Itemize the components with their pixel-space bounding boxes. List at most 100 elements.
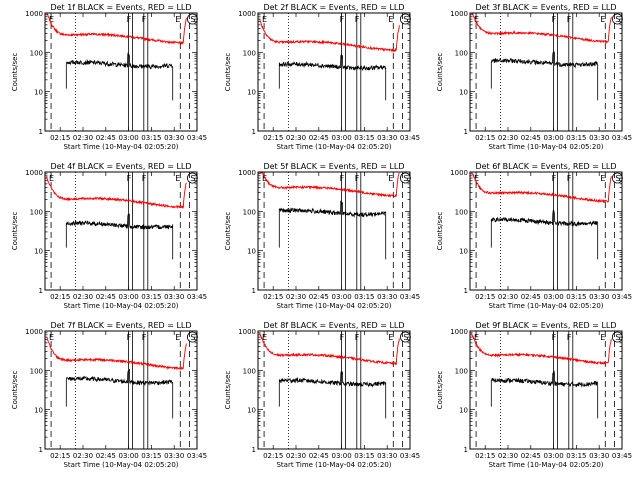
marker-label: F <box>127 174 132 183</box>
y-tick-label: 1 <box>252 446 256 454</box>
plot-frame <box>44 330 198 450</box>
marker-label: F <box>142 333 147 342</box>
marker-label: E <box>175 174 180 183</box>
x-tick-label: 02:30 <box>286 134 306 142</box>
series-events-line <box>65 368 174 419</box>
x-tick-label: 02:15 <box>50 293 70 301</box>
x-tick-label: 02:15 <box>263 452 283 460</box>
x-tick-label: 03:15 <box>141 293 161 301</box>
marker-circle <box>399 331 411 343</box>
x-tick-label: 02:45 <box>309 134 329 142</box>
y-axis-label: Counts/sec <box>11 53 19 92</box>
marker-circle <box>612 331 623 343</box>
x-tick-label: 02:45 <box>96 134 116 142</box>
x-tick-label: 03:00 <box>332 452 352 460</box>
y-tick-label: 1000 <box>25 169 43 177</box>
y-axis-label: Counts/sec <box>224 212 232 251</box>
panel-title: Det 3f BLACK = Events, RED = LLD <box>475 3 616 12</box>
y-tick-label: 1 <box>464 446 468 454</box>
y-tick-label: 1 <box>464 287 468 295</box>
marker-label: F <box>567 174 572 183</box>
x-tick-label: 02:45 <box>521 452 541 460</box>
plot-frame <box>469 330 623 450</box>
x-tick-label: 02:30 <box>498 452 518 460</box>
x-axis-label: Start Time (10-May-04 02:05:20) <box>63 143 178 151</box>
marker-label: E <box>388 15 393 24</box>
y-tick-label: 1 <box>252 128 256 136</box>
y-tick-label: 1 <box>39 128 43 136</box>
series-events-line <box>65 52 174 101</box>
series-lld-line <box>46 13 187 46</box>
series-events-line <box>278 371 387 419</box>
x-tick-label: 03:45 <box>187 293 207 301</box>
x-tick-label: 02:30 <box>498 293 518 301</box>
marker-label: E <box>49 15 54 24</box>
series-events-line <box>490 209 599 260</box>
x-axis-label: Start Time (10-May-04 02:05:20) <box>488 302 603 310</box>
marker-label: F <box>142 15 147 24</box>
marker-label: S <box>403 333 408 342</box>
x-tick-label: 02:30 <box>286 293 306 301</box>
panel-det-1: Det 1f BLACK = Events, RED = LLD 1 10 100 10… <box>11 3 207 151</box>
panel-title: Det 4f BLACK = Events, RED = LLD <box>50 162 191 171</box>
marker-label: F <box>355 15 360 24</box>
x-tick-label: 03:15 <box>141 134 161 142</box>
x-tick-label: 03:00 <box>119 293 139 301</box>
x-tick-label: 03:00 <box>544 452 564 460</box>
marker-label: S <box>190 174 195 183</box>
x-tick-label: 03:15 <box>566 452 586 460</box>
marker-label: S <box>615 15 620 24</box>
series-lld-line <box>259 172 400 199</box>
marker-label: E <box>600 174 605 183</box>
panel-det-8: Det 8f BLACK = Events, RED = LLD 1 10 100 10… <box>224 321 420 469</box>
x-tick-label: 03:45 <box>612 452 632 460</box>
y-tick-label: 1000 <box>450 328 468 336</box>
x-tick-label: 03:00 <box>544 134 564 142</box>
y-tick-label: 100 <box>30 208 43 216</box>
x-tick-label: 03:15 <box>566 134 586 142</box>
x-tick-label: 03:00 <box>544 293 564 301</box>
panel-title: Det 9f BLACK = Events, RED = LLD <box>475 321 616 330</box>
x-tick-label: 03:30 <box>164 452 184 460</box>
x-tick-label: 02:15 <box>475 452 495 460</box>
panel-det-2: Det 2f BLACK = Events, RED = LLD 1 10 100 10… <box>224 3 420 151</box>
y-tick-label: 10 <box>247 248 256 256</box>
x-tick-label: 03:15 <box>141 452 161 460</box>
marker-label: F <box>127 15 132 24</box>
marker-circle <box>186 331 198 343</box>
y-tick-label: 100 <box>243 367 256 375</box>
x-axis-label: Start Time (10-May-04 02:05:20) <box>276 143 391 151</box>
marker-label: E <box>474 333 479 342</box>
y-tick-label: 100 <box>455 49 468 57</box>
marker-circle <box>612 13 623 25</box>
marker-label: F <box>340 333 345 342</box>
y-tick-label: 100 <box>30 49 43 57</box>
y-tick-label: 1000 <box>25 328 43 336</box>
marker-label: S <box>190 333 195 342</box>
marker-label: E <box>175 15 180 24</box>
x-tick-label: 02:15 <box>263 134 283 142</box>
y-axis-label: Counts/sec <box>436 371 444 410</box>
plot-frame <box>469 171 623 291</box>
x-tick-label: 03:30 <box>164 134 184 142</box>
y-tick-label: 1 <box>39 446 43 454</box>
y-tick-label: 1000 <box>450 169 468 177</box>
x-tick-label: 02:45 <box>309 452 329 460</box>
x-axis-label: Start Time (10-May-04 02:05:20) <box>488 461 603 469</box>
x-tick-label: 03:45 <box>187 452 207 460</box>
marker-label: E <box>49 333 54 342</box>
marker-label: S <box>615 174 620 183</box>
x-axis-label: Start Time (10-May-04 02:05:20) <box>63 461 178 469</box>
x-tick-label: 02:30 <box>498 134 518 142</box>
y-axis-label: Counts/sec <box>224 371 232 410</box>
marker-circle <box>186 172 198 184</box>
series-events-line <box>490 370 599 419</box>
series-lld-line <box>259 332 400 366</box>
x-tick-label: 03:15 <box>354 293 374 301</box>
y-tick-label: 100 <box>30 367 43 375</box>
panel-det-7: Det 7f BLACK = Events, RED = LLD 1 10 100 10… <box>11 321 207 469</box>
marker-circle <box>399 172 411 184</box>
marker-label: E <box>262 174 267 183</box>
series-lld-line <box>259 19 400 53</box>
